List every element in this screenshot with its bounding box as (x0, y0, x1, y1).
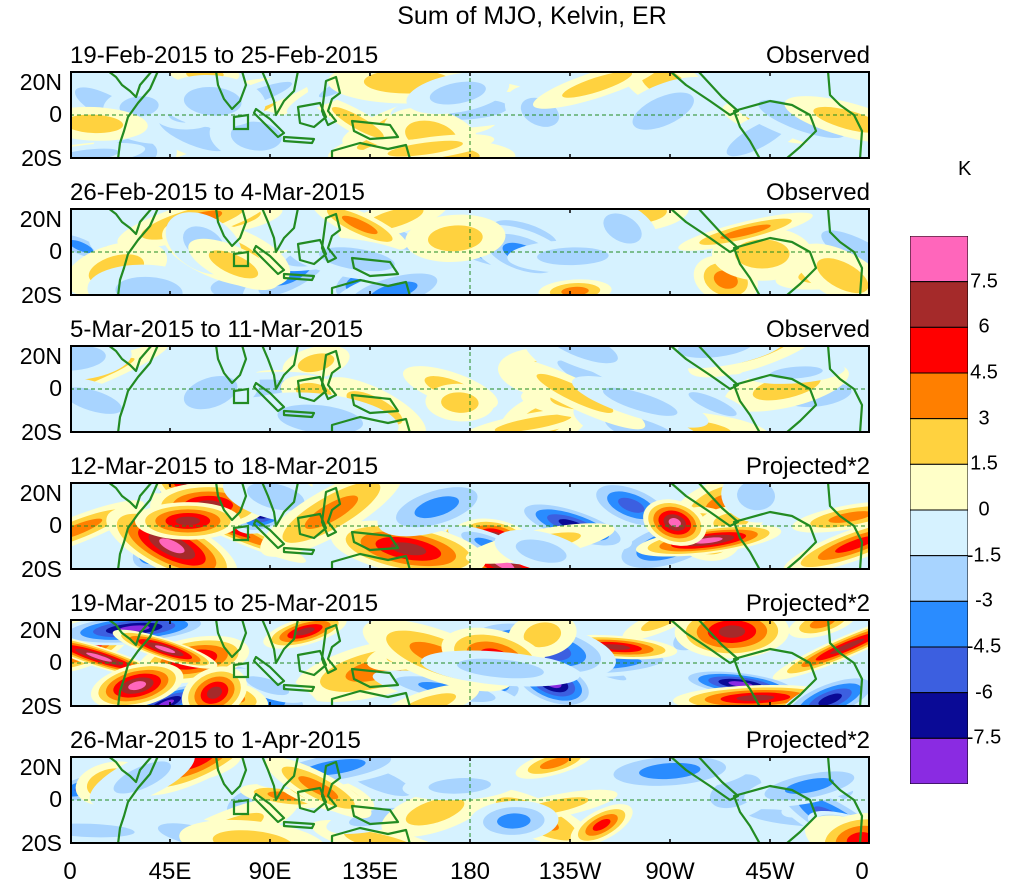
lat-label: 0 (49, 238, 62, 264)
panel-tag: Observed (765, 42, 870, 69)
reference-box (232, 661, 250, 679)
coastlines (70, 619, 870, 707)
colorbar-tick-label: 3 (978, 407, 990, 430)
lat-label: 20S (21, 693, 62, 719)
map-panel (70, 619, 870, 707)
lat-label: 20S (21, 282, 62, 308)
colorbar-swatch (910, 509, 968, 557)
coastlines (70, 208, 870, 296)
lon-label-135w: 135W (538, 858, 602, 885)
colorbar-swatch (910, 600, 968, 648)
lon-label-0: 0 (63, 858, 77, 885)
colorbar-swatch (910, 418, 968, 465)
colorbar-swatch (910, 646, 968, 694)
lon-label-45e: 45E (148, 858, 192, 885)
colorbar-tick-label: -1.5 (966, 544, 1002, 567)
lat-label: 20N (19, 617, 62, 643)
lon-label-45w: 45W (745, 858, 795, 885)
lat-label: 20S (21, 419, 62, 445)
lat-label: 20N (19, 754, 62, 780)
panel-tag: Observed (765, 316, 870, 343)
colorbar-tick-label: 0 (978, 498, 990, 521)
colorbar-unit: K (958, 158, 972, 180)
lat-label: 20S (21, 145, 62, 171)
reference-box (232, 387, 250, 405)
reference-box (232, 524, 250, 542)
lat-label: 0 (49, 512, 62, 538)
lat-label: 20N (19, 69, 62, 95)
colorbar-swatch (910, 281, 968, 328)
lat-label: 0 (49, 649, 62, 675)
lat-label: 20S (21, 830, 62, 856)
colorbar-tick-label: 1.5 (970, 452, 998, 475)
reference-box (232, 250, 250, 268)
colorbar-tick-label: 6 (978, 315, 990, 338)
lon-label-90w: 90W (645, 858, 695, 885)
colorbar (910, 236, 968, 784)
lat-label: 20N (19, 343, 62, 369)
panel-title: 19-Mar-2015 to 25-Mar-2015 (70, 590, 379, 617)
anomaly-field (70, 619, 870, 707)
coastlines (70, 71, 870, 159)
lon-label-180: 180 (449, 858, 491, 885)
panel-title: 19-Feb-2015 to 25-Feb-2015 (70, 42, 379, 69)
coastlines (70, 345, 870, 433)
panel-title: 5-Mar-2015 to 11-Mar-2015 (70, 316, 364, 343)
lat-label: 20N (19, 480, 62, 506)
colorbar-swatch (910, 692, 968, 739)
lat-label: 20S (21, 556, 62, 582)
map-panel (70, 345, 870, 433)
lat-label: 0 (49, 786, 62, 812)
lon-label-0-end: 0 (855, 858, 869, 885)
panel-title: 26-Feb-2015 to 4-Mar-2015 (70, 179, 365, 206)
map-panel (70, 71, 870, 159)
colorbar-swatch (910, 737, 968, 784)
colorbar-swatch (910, 372, 968, 420)
lat-label: 0 (49, 375, 62, 401)
lon-label-90e: 90E (248, 858, 292, 885)
panel-title: 12-Mar-2015 to 18-Mar-2015 (70, 453, 379, 480)
map-panel (70, 208, 870, 296)
colorbar-swatch (910, 236, 968, 283)
lat-label: 20N (19, 206, 62, 232)
colorbar-swatch (910, 555, 968, 602)
colorbar-tick-label: -3 (975, 589, 993, 612)
reference-box (232, 113, 250, 131)
panel-tag: Projected*2 (745, 453, 870, 480)
panel-tag: Projected*2 (745, 590, 870, 617)
colorbar-swatch (910, 326, 968, 374)
colorbar-tick-label: 4.5 (970, 361, 998, 384)
coastlines (70, 482, 870, 570)
panel-tag: Projected*2 (745, 727, 870, 754)
colorbar-tick-label: -7.5 (966, 726, 1002, 749)
colorbar-tick-label: -6 (975, 681, 993, 704)
reference-box (232, 798, 250, 816)
panel-tag: Observed (765, 179, 870, 206)
colorbar-tick-label: 7.5 (970, 270, 998, 293)
colorbar-swatch (910, 463, 968, 511)
map-panel (70, 756, 870, 844)
figure-title: Sum of MJO, Kelvin, ER (397, 2, 667, 30)
lat-label: 0 (49, 101, 62, 127)
lon-label-135e: 135E (341, 858, 399, 885)
colorbar-tick-label: -4.5 (966, 635, 1002, 658)
coastlines (70, 756, 870, 844)
panel-title: 26-Mar-2015 to 1-Apr-2015 (70, 727, 361, 754)
map-panel (70, 482, 870, 570)
